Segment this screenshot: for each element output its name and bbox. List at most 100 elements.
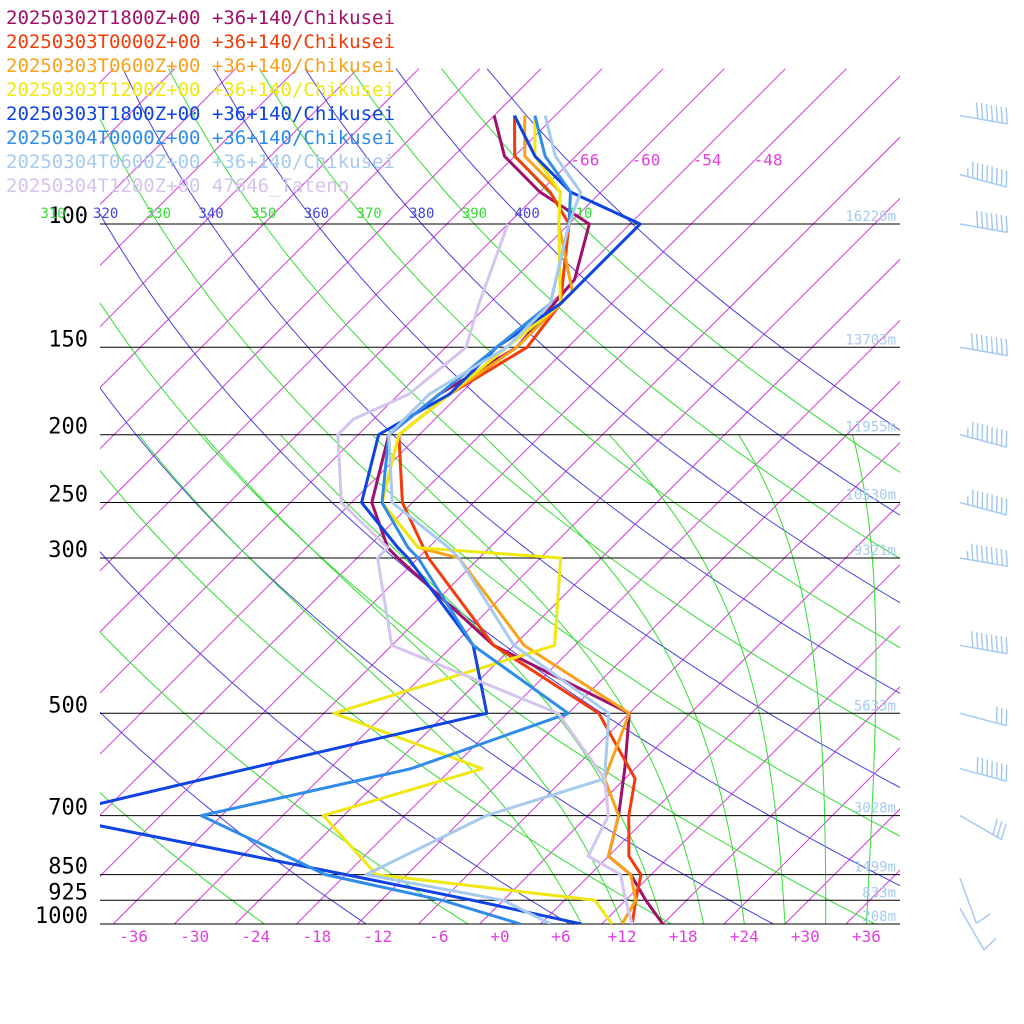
barb-feather <box>980 103 984 120</box>
barb-feather <box>983 937 997 951</box>
barb-feather <box>995 337 999 354</box>
legend-entry: 20250303T0000Z+00 +36+140/Chikusei <box>6 31 395 53</box>
moist-adiabat <box>482 434 745 924</box>
dry-adiabat <box>441 68 900 473</box>
barb-feather <box>1000 214 1004 232</box>
barb-feather <box>970 543 974 561</box>
barb-feather <box>975 544 979 562</box>
barb-feather <box>995 105 999 123</box>
series-line <box>199 115 572 924</box>
isotherm <box>968 69 1024 924</box>
wind-barb <box>959 333 1009 357</box>
height-label: 16220m <box>845 209 896 225</box>
legend-entry: 20250304T0000Z+00 +36+140/Chikusei <box>6 127 395 149</box>
isotherm <box>100 68 603 572</box>
barb-feather <box>985 633 989 651</box>
legend: 20250302T1800Z+00 +36+140/Chikusei202503… <box>6 7 395 197</box>
height-label: 10530m <box>845 488 896 504</box>
dry-adiabat <box>122 68 900 789</box>
isotherm <box>907 69 1024 924</box>
barb-staff <box>959 814 1002 841</box>
wind-barb <box>959 814 1007 841</box>
barb-feather <box>1005 549 1009 567</box>
theta-label: 310 <box>40 206 65 222</box>
barb-feather <box>995 635 999 653</box>
barb-feather <box>985 103 989 121</box>
theta-label: 350 <box>251 206 276 222</box>
barb-feather <box>1005 215 1009 233</box>
legend-entry: 20250303T1200Z+00 +36+140/Chikusei <box>6 79 395 101</box>
temperature-tick-label: +36 <box>852 927 881 946</box>
isotherm <box>100 68 481 450</box>
barb-staff <box>959 346 1008 357</box>
wind-barb <box>959 489 1008 516</box>
temperature-tick-label: +0 <box>490 927 509 946</box>
barb-feather <box>975 102 979 119</box>
pressure-label: 700 <box>48 796 88 821</box>
isotherm <box>418 441 900 924</box>
barb-feather <box>980 334 984 352</box>
barb-half-feather <box>966 551 969 560</box>
legend-entry: 20250302T1800Z+00 +36+140/Chikusei <box>6 7 395 29</box>
barb-staff <box>959 501 1007 516</box>
isotherm <box>662 686 900 924</box>
isotherm <box>540 564 900 924</box>
isotherm <box>601 625 900 924</box>
isotherm <box>100 68 725 694</box>
barb-feather <box>970 631 974 648</box>
isotherm-lines <box>100 68 1024 924</box>
barb-feather <box>995 214 999 231</box>
theta-label: 380 <box>409 206 434 222</box>
barb-feather <box>1000 338 1004 355</box>
barb-feather <box>990 213 994 230</box>
height-label: 1499m <box>854 860 896 876</box>
upper-temperature-label: -60 <box>632 150 661 169</box>
theta-label: 340 <box>198 206 223 222</box>
temperature-tick-label: -30 <box>180 927 209 946</box>
isotherm <box>357 380 900 924</box>
moist-adiabat <box>608 434 786 924</box>
isotherm <box>100 68 420 389</box>
dry-adiabat <box>100 551 571 924</box>
dry-adiabat <box>304 68 900 604</box>
barb-feather <box>975 333 979 351</box>
moist-adiabat <box>372 434 705 924</box>
upper-temperature-label: -66 <box>570 150 599 169</box>
pressure-label: 300 <box>48 538 88 563</box>
temperature-tick-label: -6 <box>429 927 448 946</box>
dry-adiabat <box>100 118 900 837</box>
temperature-tick-label: +12 <box>608 927 637 946</box>
theta-label: 370 <box>356 206 381 222</box>
theta-label: 330 <box>146 206 171 222</box>
wind-barb <box>959 421 1008 448</box>
isotherm <box>784 808 900 924</box>
dry-adiabat <box>100 212 900 887</box>
height-label: 11955m <box>845 420 896 436</box>
series-line <box>321 115 614 924</box>
isotherm <box>100 68 664 633</box>
barb-feather <box>970 333 974 350</box>
barb-feather <box>980 211 984 229</box>
height-labels: 16220m 13703m 11955m 10530m 9321m 5633m 3028m 1… <box>845 209 896 925</box>
barb-feather <box>1000 636 1004 653</box>
pressure-label: 150 <box>48 327 88 352</box>
isotherm <box>100 68 542 511</box>
isotherm <box>100 68 847 816</box>
upper-temperature-label: -54 <box>693 150 722 169</box>
barb-feather <box>985 335 989 353</box>
dry-adiabat <box>167 68 900 741</box>
barb-staff <box>959 557 1008 568</box>
temperature-axis: -36 -30 -24 -18 -12 -6 +0 +6 +12 +18 +24 +30 +36 <box>119 927 881 946</box>
barb-feather <box>1005 637 1009 654</box>
isotherm <box>235 258 900 924</box>
wind-barbs <box>959 102 1009 951</box>
wind-barb <box>959 908 997 951</box>
barb-staff <box>959 433 1007 448</box>
height-label: 13703m <box>845 332 896 348</box>
temperature-tick-label: -18 <box>302 927 331 946</box>
barb-feather <box>1005 107 1009 124</box>
temperature-tick-label: -12 <box>363 927 392 946</box>
barb-staff <box>959 644 1008 655</box>
